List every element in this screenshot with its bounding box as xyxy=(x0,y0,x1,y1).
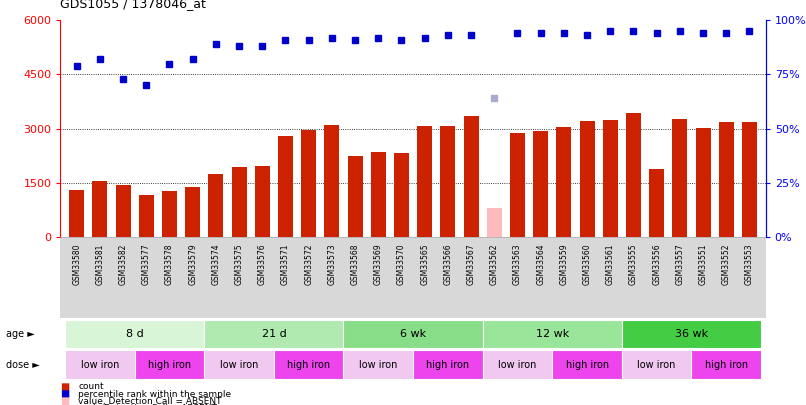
Bar xyxy=(696,128,711,237)
Text: ■: ■ xyxy=(60,389,69,399)
Bar xyxy=(255,166,270,237)
Text: 8 d: 8 d xyxy=(126,329,143,339)
Text: percentile rank within the sample: percentile rank within the sample xyxy=(78,390,231,399)
Text: high iron: high iron xyxy=(566,360,609,369)
Text: age ►: age ► xyxy=(6,329,35,339)
Text: 12 wk: 12 wk xyxy=(536,329,569,339)
Bar xyxy=(742,122,757,237)
Text: count: count xyxy=(78,382,104,391)
Text: ■: ■ xyxy=(60,396,69,405)
Bar xyxy=(93,181,107,237)
Text: low iron: low iron xyxy=(220,360,258,369)
Bar xyxy=(69,190,85,237)
Bar xyxy=(185,187,200,237)
Bar xyxy=(626,113,641,237)
Text: low iron: low iron xyxy=(81,360,119,369)
Text: low iron: low iron xyxy=(498,360,537,369)
Bar xyxy=(115,185,131,237)
Bar xyxy=(208,175,223,237)
Text: low iron: low iron xyxy=(638,360,676,369)
Text: dose ►: dose ► xyxy=(6,360,40,369)
Text: 36 wk: 36 wk xyxy=(675,329,708,339)
Bar xyxy=(278,136,293,237)
Bar xyxy=(556,127,571,237)
Bar xyxy=(371,152,386,237)
Text: high iron: high iron xyxy=(148,360,191,369)
Bar xyxy=(533,131,548,237)
Bar xyxy=(231,166,247,237)
Bar xyxy=(418,126,432,237)
Text: 6 wk: 6 wk xyxy=(400,329,426,339)
Bar xyxy=(603,120,618,237)
Bar xyxy=(672,119,688,237)
Text: value, Detection Call = ABSENT: value, Detection Call = ABSENT xyxy=(78,397,222,405)
Text: low iron: low iron xyxy=(359,360,397,369)
Bar xyxy=(394,153,409,237)
Text: high iron: high iron xyxy=(704,360,748,369)
Text: ■: ■ xyxy=(60,382,69,392)
Bar xyxy=(719,122,733,237)
Bar xyxy=(324,125,339,237)
Bar xyxy=(139,195,154,237)
Bar xyxy=(301,130,316,237)
Bar xyxy=(580,121,595,237)
Text: high iron: high iron xyxy=(287,360,330,369)
Text: rank, Detection Call = ABSENT: rank, Detection Call = ABSENT xyxy=(78,404,217,405)
Text: high iron: high iron xyxy=(426,360,469,369)
Bar xyxy=(510,133,525,237)
Bar xyxy=(649,169,664,237)
Bar xyxy=(463,116,479,237)
Text: GDS1055 / 1378046_at: GDS1055 / 1378046_at xyxy=(60,0,206,10)
Text: ■: ■ xyxy=(60,404,69,405)
Bar xyxy=(347,156,363,237)
Bar xyxy=(487,208,502,237)
Bar xyxy=(440,126,455,237)
Text: 21 d: 21 d xyxy=(261,329,286,339)
Bar xyxy=(162,191,177,237)
